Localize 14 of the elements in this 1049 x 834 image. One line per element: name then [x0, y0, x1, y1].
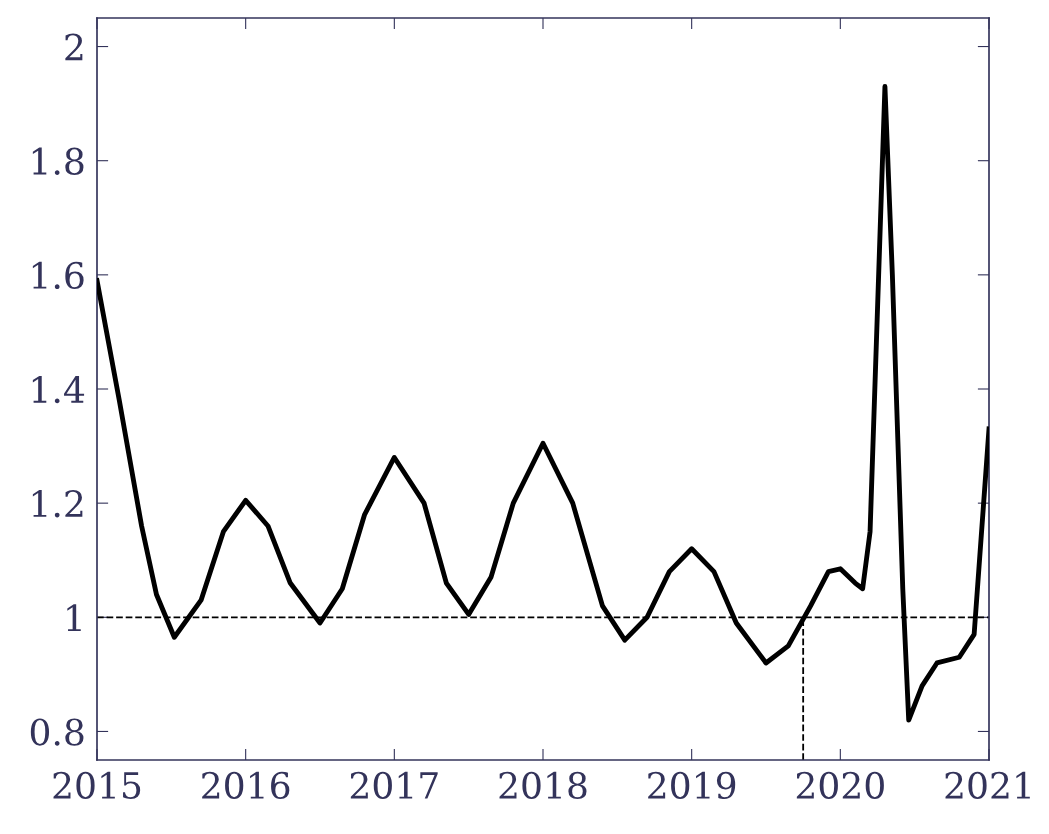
y-tick-label: 1.6 [32, 261, 84, 290]
y-tick-label: 1 [67, 604, 81, 632]
y-tick-label: 1.4 [32, 375, 85, 404]
y-tick-label: 2 [65, 33, 83, 61]
y-tick-label: 1.8 [32, 147, 84, 175]
x-tick-label: 2015 [53, 771, 141, 800]
x-tick-label: 2016 [202, 771, 290, 800]
x-tick-label: 2021 [945, 771, 1030, 800]
y-tick-label: 0.8 [30, 718, 84, 746]
x-tick-label: 2018 [499, 771, 587, 800]
x-tick-label: 2017 [350, 771, 438, 800]
x-tick-label: 2019 [648, 771, 736, 800]
x-tick-label: 2020 [796, 771, 884, 800]
y-tick-label: 1.2 [32, 490, 83, 518]
